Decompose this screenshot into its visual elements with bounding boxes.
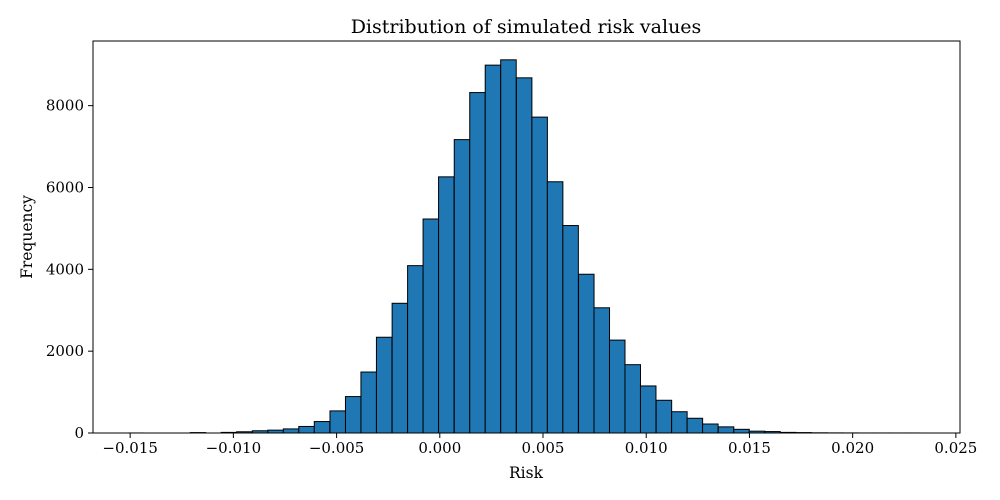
y-tick-label: 8000 (46, 97, 84, 115)
histogram-bar (360, 371, 377, 434)
histogram-bar (608, 339, 626, 434)
histogram-bar (733, 428, 750, 434)
x-tick-label: 0.010 (625, 439, 668, 457)
y-tick-label: 0 (74, 424, 84, 442)
histogram-bar (639, 385, 657, 434)
x-tick-label: 0.015 (728, 439, 771, 457)
y-tick-label: 2000 (46, 342, 84, 360)
histogram-bar (624, 364, 641, 434)
x-tick-label: 0.020 (831, 439, 874, 457)
x-tick-label: −0.005 (309, 439, 365, 457)
histogram-bar (702, 423, 719, 434)
histogram-bar (484, 64, 502, 434)
histogram-bar (422, 218, 440, 434)
x-axis-ticks: −0.015 −0.010 −0.005 0.000 0.005 0.010 0.015 0.… (102, 433, 977, 457)
histogram-bar (344, 396, 362, 434)
histogram-bar (593, 307, 611, 434)
histogram-bar (391, 302, 409, 434)
histogram-bar (717, 426, 735, 434)
x-tick-label: 0.005 (522, 439, 565, 457)
histogram-bar (313, 421, 331, 434)
histogram-bar (438, 176, 455, 434)
histogram-bar (655, 399, 673, 434)
x-tick-label: 0.000 (418, 439, 461, 457)
histogram-bar (469, 92, 486, 434)
chart-title: Distribution of simulated risk values (351, 16, 702, 38)
histogram-bar (562, 225, 579, 434)
x-axis-title: Risk (509, 464, 544, 482)
histogram-bar (531, 116, 548, 434)
histogram-bar (546, 181, 564, 434)
histogram-bar (515, 77, 533, 434)
histogram-bar (282, 428, 300, 434)
histogram-bar (578, 273, 595, 434)
y-axis-title: Frequency (18, 195, 36, 279)
y-tick-label: 4000 (46, 260, 84, 278)
y-axis-ticks: 0 2000 4000 6000 8000 (46, 97, 93, 442)
x-tick-label: 0.025 (934, 439, 977, 457)
histogram-bar (407, 265, 424, 434)
x-tick-label: −0.010 (206, 439, 262, 457)
histogram-bar (500, 59, 517, 434)
histogram-bar (298, 425, 315, 434)
plot-area-frame (92, 40, 961, 434)
histogram-bar (453, 139, 471, 434)
x-tick-label: −0.015 (102, 439, 158, 457)
histogram-bar (671, 411, 688, 434)
histogram-bar (329, 410, 347, 434)
y-tick-label: 6000 (46, 178, 84, 196)
histogram-bar (375, 336, 393, 434)
histogram-bar (686, 417, 704, 434)
